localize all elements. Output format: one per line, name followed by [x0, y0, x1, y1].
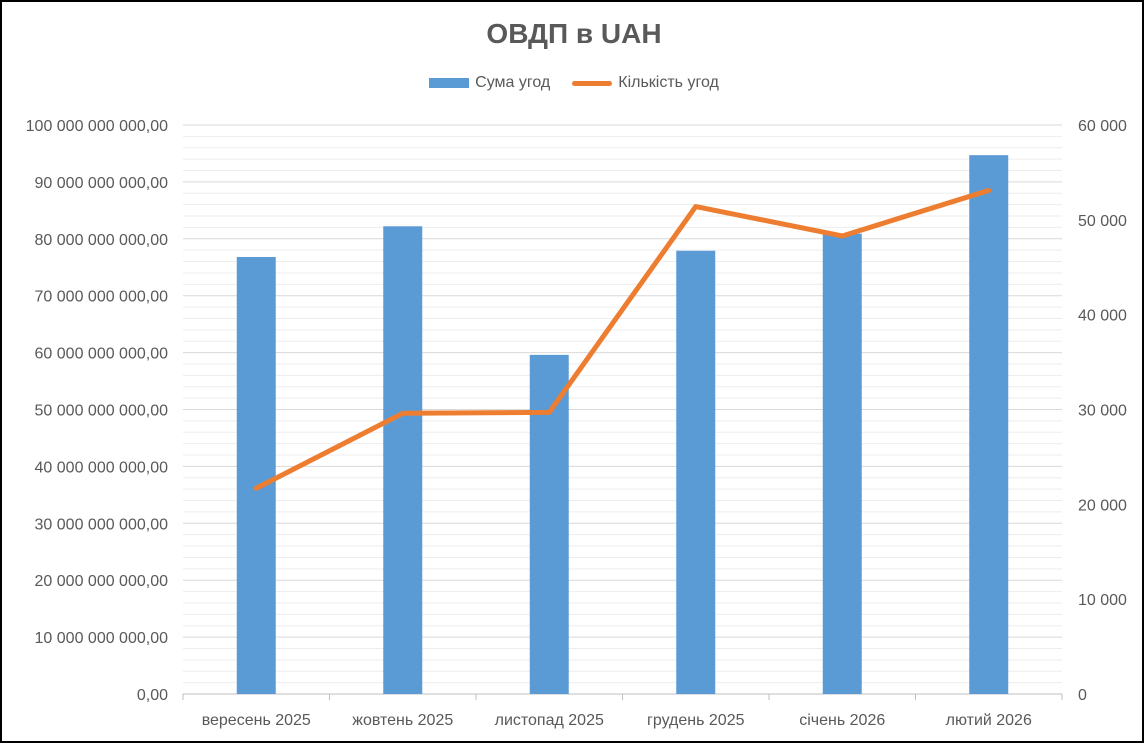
y-left-tick-label: 10 000 000 000,00 — [35, 630, 169, 647]
y-left-tick-label: 100 000 000 000,00 — [26, 118, 168, 135]
bar-sum-deals — [969, 155, 1009, 695]
chart-legend: Сума угод Кількість угод — [2, 74, 1144, 92]
y-right-tick-label: 40 000 — [1078, 308, 1127, 325]
legend-item-bar-series: Сума угод — [429, 74, 550, 92]
bar-sum-deals — [236, 257, 276, 694]
legend-bar-label: Сума угод — [475, 74, 551, 91]
y-left-tick-label: 30 000 000 000,00 — [35, 516, 169, 533]
chart-title: ОВДП в UAH — [486, 18, 662, 49]
x-tick-label: лютий 2026 — [946, 712, 1032, 729]
x-tick-label: жовтень 2025 — [352, 712, 453, 729]
legend-bar-swatch — [429, 78, 470, 88]
y-right-tick-label: 60 000 — [1078, 118, 1127, 135]
legend-line-label: Кількість угод — [618, 74, 719, 91]
y-left-tick-label: 0,00 — [137, 687, 168, 704]
x-tick-label: грудень 2025 — [647, 712, 745, 729]
legend-item-line-series: Кількість угод — [572, 74, 719, 92]
y-left-tick-label: 20 000 000 000,00 — [35, 573, 169, 590]
legend-line-swatch — [572, 80, 613, 86]
y-left-tick-label: 60 000 000 000,00 — [35, 346, 169, 363]
y-left-tick-label: 50 000 000 000,00 — [35, 403, 169, 420]
x-tick-label: вересень 2025 — [202, 712, 311, 729]
y-right-tick-label: 30 000 — [1078, 403, 1127, 420]
y-left-tick-label: 40 000 000 000,00 — [35, 459, 169, 476]
y-right-tick-label: 20 000 — [1078, 497, 1127, 514]
y-left-tick-label: 80 000 000 000,00 — [35, 232, 169, 249]
y-right-tick-label: 50 000 — [1078, 213, 1127, 230]
x-tick-label: січень 2026 — [799, 712, 885, 729]
bar-sum-deals — [383, 226, 423, 695]
bar-sum-deals — [676, 250, 716, 694]
y-right-tick-label: 0 — [1078, 687, 1087, 704]
bar-sum-deals — [529, 354, 569, 694]
line-deal-count — [253, 187, 992, 491]
y-right-tick-label: 10 000 — [1078, 592, 1127, 609]
bar-sum-deals — [822, 233, 862, 694]
x-tick-label: листопад 2025 — [495, 712, 604, 729]
y-left-tick-label: 90 000 000 000,00 — [35, 175, 169, 192]
y-left-tick-label: 70 000 000 000,00 — [35, 289, 169, 306]
